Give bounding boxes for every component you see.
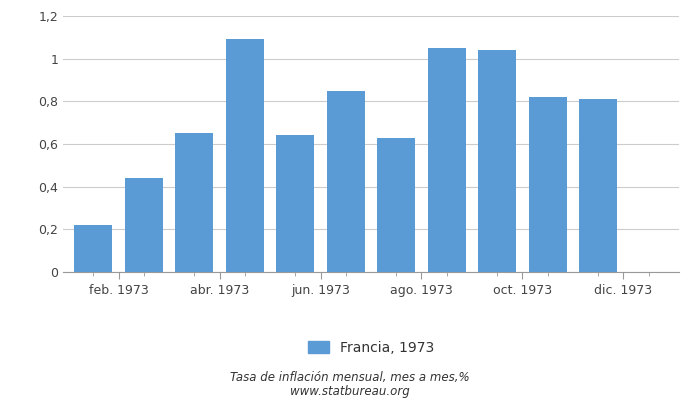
Text: Tasa de inflación mensual, mes a mes,%: Tasa de inflación mensual, mes a mes,% — [230, 372, 470, 384]
Bar — [528, 97, 567, 272]
Bar — [327, 91, 365, 272]
Bar — [580, 99, 617, 272]
Bar — [175, 133, 214, 272]
Bar — [377, 138, 415, 272]
Bar — [276, 136, 314, 272]
Bar — [125, 178, 162, 272]
Legend: Francia, 1973: Francia, 1973 — [302, 335, 440, 360]
Bar — [74, 225, 112, 272]
Bar — [428, 48, 466, 272]
Bar — [226, 40, 264, 272]
Bar — [478, 50, 516, 272]
Text: www.statbureau.org: www.statbureau.org — [290, 385, 410, 398]
